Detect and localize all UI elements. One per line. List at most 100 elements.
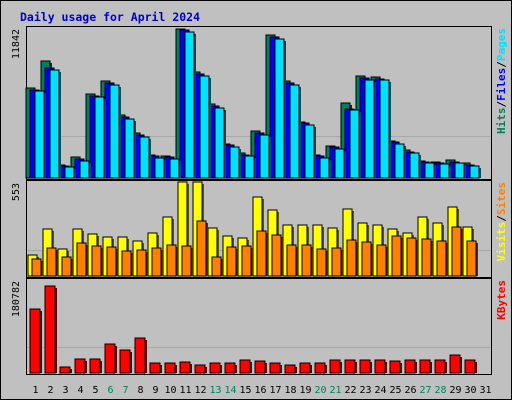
x-tick-label-day-3: 3	[62, 385, 68, 396]
x-tick-label-day-7: 7	[122, 385, 128, 396]
x-tick-label-day-11: 11	[179, 385, 191, 396]
bar-pages-day-20	[319, 157, 330, 179]
x-tick-label-day-14: 14	[224, 385, 236, 396]
bar-kbytes-day-10	[164, 362, 176, 374]
bar-kbytes-day-9	[149, 362, 161, 374]
bar-kbytes-day-17	[269, 362, 281, 374]
bar-pages-day-2	[49, 69, 60, 179]
legend-mid: Visits/Sites	[495, 182, 508, 262]
bar-pages-day-21	[334, 148, 345, 179]
bar-sites-day-5	[91, 245, 102, 277]
bar-sites-day-15	[241, 245, 252, 277]
bar-sites-day-19	[301, 244, 312, 277]
bar-pages-day-11	[184, 31, 195, 179]
bar-sites-day-7	[121, 250, 132, 277]
bar-kbytes-day-1	[29, 308, 41, 374]
bar-sites-day-24	[376, 244, 387, 277]
bar-kbytes-day-25	[389, 360, 401, 374]
bar-sites-day-16	[256, 230, 267, 277]
x-tick-label-day-29: 29	[449, 385, 461, 396]
y-tick-label-visits_sites: 553	[11, 183, 22, 201]
bar-sites-day-10	[166, 244, 177, 277]
bar-pages-day-22	[349, 109, 360, 179]
legend-hits: Hits	[495, 108, 508, 135]
bar-kbytes-day-5	[89, 358, 101, 374]
bar-sites-day-11	[181, 245, 192, 277]
bar-pages-day-15	[244, 155, 255, 179]
bar-sites-day-6	[106, 246, 117, 277]
x-tick-label-day-28: 28	[434, 385, 446, 396]
bar-kbytes-day-18	[284, 364, 296, 374]
bar-sites-day-2	[46, 247, 57, 277]
legend-top: Hits/Files/Pages	[495, 28, 508, 134]
bar-kbytes-day-22	[344, 359, 356, 374]
bar-pages-day-6	[109, 84, 120, 179]
x-tick-label-day-10: 10	[164, 385, 176, 396]
bar-sites-day-29	[451, 226, 462, 277]
bar-sites-day-18	[286, 244, 297, 277]
legend-separator: /	[495, 101, 508, 108]
bar-kbytes-day-30	[464, 359, 476, 374]
bar-kbytes-day-6	[104, 343, 116, 374]
bar-kbytes-day-24	[374, 359, 386, 374]
bar-kbytes-day-28	[434, 359, 446, 374]
x-tick-label-day-1: 1	[32, 385, 38, 396]
bar-pages-day-30	[469, 165, 480, 179]
x-tick-label-day-24: 24	[374, 385, 386, 396]
bar-pages-day-27	[424, 162, 435, 179]
bar-sites-day-12	[196, 220, 207, 277]
x-tick-label-day-2: 2	[47, 385, 53, 396]
bar-pages-day-19	[304, 124, 315, 179]
bar-pages-day-10	[169, 158, 180, 179]
bar-sites-day-9	[151, 247, 162, 277]
bar-pages-day-24	[379, 79, 390, 179]
bar-sites-day-25	[391, 235, 402, 277]
legend-bot: KBytes	[495, 280, 508, 320]
bar-pages-day-26	[409, 152, 420, 179]
x-tick-label-day-6: 6	[107, 385, 113, 396]
bar-kbytes-day-20	[314, 362, 326, 374]
bar-pages-day-18	[289, 84, 300, 179]
legend-files: Files	[495, 68, 508, 101]
bar-sites-day-27	[421, 238, 432, 277]
legend-separator: /	[495, 61, 508, 68]
x-tick-label-day-23: 23	[359, 385, 371, 396]
legend-visits: Visits	[495, 222, 508, 262]
bar-kbytes-day-12	[194, 364, 206, 374]
bar-kbytes-day-3	[59, 366, 71, 374]
x-tick-label-day-19: 19	[299, 385, 311, 396]
x-tick-label-day-5: 5	[92, 385, 98, 396]
bar-sites-day-13	[211, 256, 222, 277]
bar-pages-day-13	[214, 107, 225, 179]
bar-sites-day-1	[31, 258, 42, 277]
bar-pages-day-16	[259, 134, 270, 179]
x-tick-label-day-8: 8	[137, 385, 143, 396]
x-tick-label-day-17: 17	[269, 385, 281, 396]
bar-pages-day-8	[139, 136, 150, 179]
bar-kbytes-day-2	[44, 285, 56, 374]
bar-sites-day-26	[406, 237, 417, 277]
bar-kbytes-day-27	[419, 359, 431, 374]
chart-marks	[25, 28, 481, 374]
bar-kbytes-day-14	[224, 362, 236, 374]
x-tick-label-day-15: 15	[239, 385, 251, 396]
bar-kbytes-day-15	[239, 359, 251, 374]
bar-sites-day-30	[466, 240, 477, 277]
bar-sites-day-22	[346, 239, 357, 277]
bar-sites-day-3	[61, 256, 72, 277]
bar-kbytes-day-23	[359, 359, 371, 374]
x-tick-label-day-27: 27	[419, 385, 431, 396]
legend-sites: Sites	[495, 182, 508, 215]
bar-sites-day-20	[316, 248, 327, 277]
panel-frame	[26, 180, 492, 278]
bar-kbytes-day-8	[134, 337, 146, 374]
bar-pages-day-29	[454, 162, 465, 179]
bar-sites-day-28	[436, 240, 447, 277]
bar-kbytes-day-29	[449, 354, 461, 374]
bar-pages-day-9	[154, 157, 165, 179]
bar-pages-day-7	[124, 118, 135, 179]
bar-kbytes-day-21	[329, 359, 341, 374]
legend-pages: Pages	[495, 28, 508, 61]
